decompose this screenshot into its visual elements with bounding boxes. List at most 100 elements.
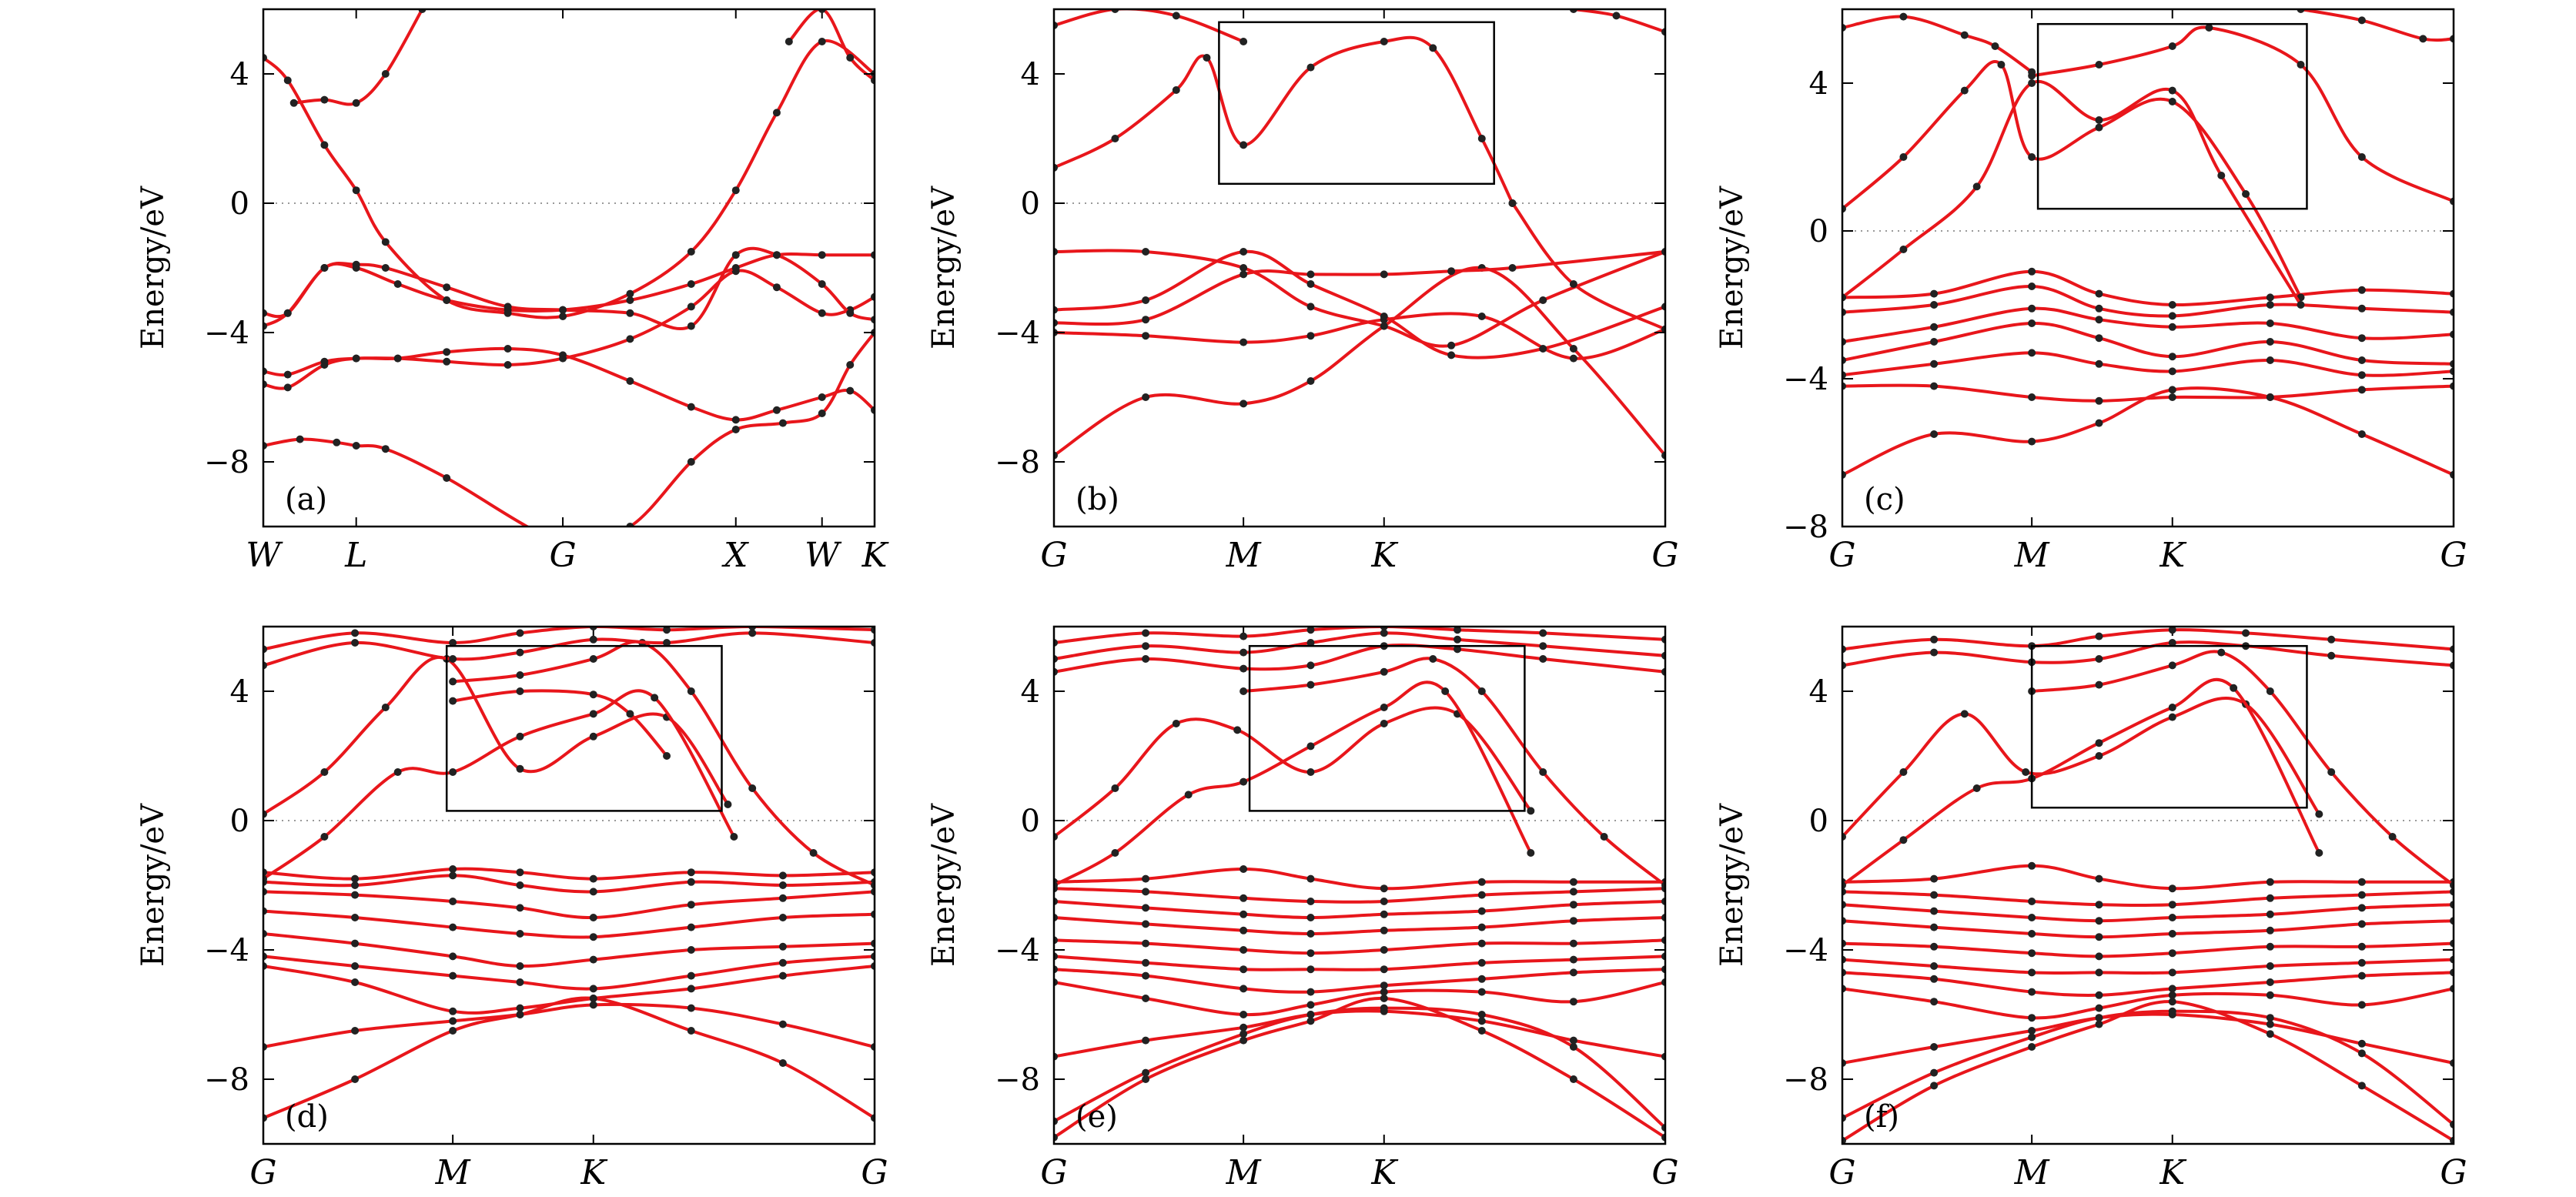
band-point xyxy=(2168,704,2176,711)
bands-group xyxy=(1054,627,1665,1142)
band-point xyxy=(2028,304,2036,313)
band-point xyxy=(2022,768,2030,776)
band-point xyxy=(2028,283,2036,290)
band-point xyxy=(1539,768,1547,776)
band-point xyxy=(2028,930,2036,938)
band-point xyxy=(449,639,457,647)
k-point-label: G xyxy=(249,1153,276,1192)
band-point xyxy=(589,888,597,896)
band-point xyxy=(1477,975,1486,983)
band-point xyxy=(289,99,298,107)
band-line xyxy=(1054,900,1665,920)
band-point xyxy=(1569,998,1577,1006)
band-point xyxy=(2357,334,2366,343)
k-point-label: G xyxy=(549,536,576,575)
band-point xyxy=(351,629,360,637)
band-point xyxy=(818,38,826,45)
band-line xyxy=(1054,938,1665,955)
y-tick-label: 0 xyxy=(1021,804,1040,839)
band-line xyxy=(1842,306,2454,343)
band-point xyxy=(1477,939,1486,948)
band-panel: 4 0 −4 −8 G M K G Energy/eV (e) xyxy=(926,625,1679,1192)
band-line xyxy=(1842,971,2454,997)
band-point xyxy=(1111,135,1119,142)
band-point xyxy=(663,627,671,634)
band-point xyxy=(516,648,524,657)
band-point xyxy=(2028,861,2036,870)
k-point-label: G xyxy=(2440,536,2467,575)
band-point xyxy=(1380,629,1388,637)
band-point xyxy=(351,639,360,647)
panel-frame xyxy=(1841,8,2455,528)
band-line xyxy=(1842,919,2454,939)
band-point xyxy=(1380,946,1388,954)
band-point xyxy=(1111,849,1119,857)
band-point xyxy=(351,1027,360,1035)
band-point xyxy=(2230,684,2238,692)
band-point xyxy=(1477,878,1486,886)
band-point xyxy=(333,438,341,446)
band-point xyxy=(2095,655,2103,663)
band-point xyxy=(2357,430,2366,438)
y-tick-label: 4 xyxy=(1021,57,1040,92)
band-point xyxy=(2357,920,2366,928)
band-line xyxy=(1054,996,1665,1139)
band-point xyxy=(1447,267,1456,276)
band-point xyxy=(2028,1043,2036,1051)
band-point xyxy=(449,1017,457,1025)
band-point xyxy=(1899,153,1908,161)
band-point xyxy=(2028,914,2036,921)
band-point xyxy=(2357,1082,2366,1090)
band-point xyxy=(2028,68,2036,76)
band-point xyxy=(2266,962,2274,970)
band-point xyxy=(1527,849,1535,857)
k-point-label: M xyxy=(1226,536,1262,575)
band-point xyxy=(443,283,451,292)
k-point-label: G xyxy=(1040,1153,1067,1192)
band-line xyxy=(1054,968,1665,994)
band-point xyxy=(1142,393,1150,401)
band-point xyxy=(1306,680,1315,689)
band-point xyxy=(351,962,360,970)
y-tick-label: 4 xyxy=(1809,674,1828,710)
band-point xyxy=(626,289,634,298)
k-point-label: M xyxy=(1226,1153,1262,1192)
band-point xyxy=(2266,1020,2274,1028)
band-panel: 4 0 −4 −8 G M K G Energy/eV (f) xyxy=(1715,625,2467,1192)
bands-group xyxy=(263,627,875,1122)
band-point xyxy=(2266,1014,2274,1022)
band-point xyxy=(846,54,855,62)
band-point xyxy=(1172,86,1180,94)
band-point xyxy=(772,109,781,117)
band-point xyxy=(809,849,818,857)
band-point xyxy=(2357,878,2366,886)
k-point-label: L xyxy=(344,536,367,575)
band-point xyxy=(516,629,524,637)
band-point xyxy=(393,280,402,288)
band-point xyxy=(1930,338,1939,346)
k-point-label: G xyxy=(861,1153,888,1192)
band-point xyxy=(449,923,457,931)
band-point xyxy=(778,881,787,889)
band-point xyxy=(778,1020,787,1028)
band-point xyxy=(2168,901,2176,909)
band-point xyxy=(2028,393,2036,401)
band-point xyxy=(1306,949,1315,958)
band-point xyxy=(2095,874,2103,883)
band-point xyxy=(2168,353,2176,361)
band-point xyxy=(1477,687,1486,695)
band-point xyxy=(626,335,634,343)
band-point xyxy=(1239,910,1248,918)
band-line xyxy=(1054,1009,1665,1058)
band-point xyxy=(1930,1068,1939,1077)
band-point xyxy=(1930,430,1939,438)
band-point xyxy=(503,303,512,311)
k-point-label: G xyxy=(1828,536,1855,575)
band-point xyxy=(1930,323,1939,331)
band-point xyxy=(2168,98,2176,105)
band-point xyxy=(1380,884,1388,893)
band-point xyxy=(1142,296,1150,304)
band-point xyxy=(2028,898,2036,905)
band-point xyxy=(1899,246,1908,253)
band-point xyxy=(2315,810,2323,818)
